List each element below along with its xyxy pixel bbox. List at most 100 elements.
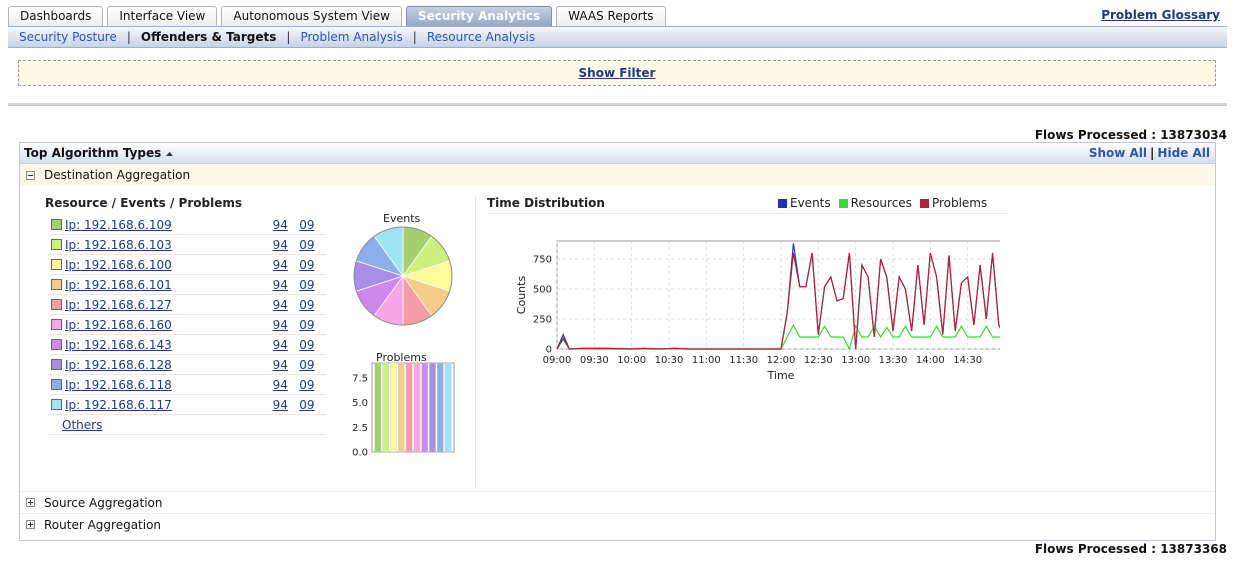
y-tick-label: 5.0	[352, 398, 368, 409]
list-item: Ip: 192.168.6.160 94 09	[48, 315, 326, 335]
section-label: Router Aggregation	[44, 517, 162, 532]
expand-icon[interactable]	[26, 520, 35, 529]
legend-label: Problems	[931, 196, 988, 210]
bar	[374, 362, 382, 453]
color-swatch	[51, 359, 62, 370]
series-line-resources	[556, 323, 1000, 351]
events-count-link[interactable]: 94	[272, 337, 288, 352]
y-tick-label: 500	[533, 285, 552, 296]
filter-bar: Show Filter	[18, 60, 1216, 86]
tab-dashboards[interactable]: Dashboards	[8, 6, 104, 26]
destination-aggregation-body: Resource / Events / Problems Ip: 192.168…	[20, 186, 1215, 491]
events-count-link[interactable]: 94	[272, 237, 288, 252]
time-distribution-legend: Events Resources Problems	[778, 196, 995, 210]
color-swatch	[51, 379, 62, 390]
color-swatch	[51, 319, 62, 330]
problems-count-link[interactable]: 09	[299, 277, 315, 292]
section-destination-aggregation[interactable]: Destination Aggregation	[20, 164, 1215, 186]
events-count-link[interactable]: 94	[272, 217, 288, 232]
tab-waas-reports[interactable]: WAAS Reports	[556, 6, 666, 26]
others-link[interactable]: Others	[62, 417, 103, 432]
resource-ip-link[interactable]: Ip: 192.168.6.127	[65, 297, 172, 312]
problems-count-link[interactable]: 09	[299, 357, 315, 372]
legend-swatch	[838, 198, 848, 208]
tab-autonomous-system-view[interactable]: Autonomous System View	[221, 6, 402, 26]
problems-count-link[interactable]: 09	[299, 397, 315, 412]
legend-item: Problems	[919, 196, 988, 210]
events-count-link[interactable]: 94	[272, 397, 288, 412]
show-filter-link[interactable]: Show Filter	[578, 66, 656, 80]
problems-count-link[interactable]: 09	[299, 377, 315, 392]
color-swatch	[51, 259, 62, 270]
list-item: Ip: 192.168.6.109 94 09	[48, 215, 326, 235]
problems-count-link[interactable]: 09	[299, 257, 315, 272]
resource-list: Ip: 192.168.6.109 94 09 Ip: 192.168.6.103 94…	[48, 215, 326, 435]
events-count-link[interactable]: 94	[272, 297, 288, 312]
list-item-others: Others	[48, 415, 326, 435]
color-swatch	[51, 279, 62, 290]
bar	[436, 362, 444, 453]
problems-count-link[interactable]: 09	[299, 297, 315, 312]
resource-ip-link[interactable]: Ip: 192.168.6.160	[65, 317, 172, 332]
subnav-security-posture[interactable]: Security Posture	[19, 30, 117, 44]
resource-ip-link[interactable]: Ip: 192.168.6.118	[65, 377, 172, 392]
flows-processed-bottom: Flows Processed : 13873368	[1034, 542, 1227, 556]
expand-icon[interactable]	[26, 498, 35, 507]
resource-ip-link[interactable]: Ip: 192.168.6.103	[65, 237, 172, 252]
problems-count-link[interactable]: 09	[299, 337, 315, 352]
resource-ip-link[interactable]: Ip: 192.168.6.100	[65, 257, 172, 272]
section-router-aggregation[interactable]: Router Aggregation	[20, 513, 1215, 535]
section-label: Source Aggregation	[44, 495, 163, 510]
problem-glossary-link[interactable]: Problem Glossary	[1101, 8, 1220, 22]
problems-count-link[interactable]: 09	[299, 217, 315, 232]
problems-count-link[interactable]: 09	[299, 317, 315, 332]
events-count-link[interactable]: 94	[272, 317, 288, 332]
resource-ip-link[interactable]: Ip: 192.168.6.128	[65, 357, 172, 372]
main-tabs: Dashboards Interface View Autonomous Sys…	[8, 6, 670, 26]
y-tick-label: 250	[533, 315, 552, 326]
events-pie-chart	[353, 226, 453, 326]
list-item: Ip: 192.168.6.118 94 09	[48, 375, 326, 395]
subnav-offenders-targets[interactable]: Offenders & Targets	[140, 30, 277, 44]
show-all-link[interactable]: Show All	[1088, 146, 1148, 160]
list-item: Ip: 192.168.6.117 94 09	[48, 395, 326, 415]
events-count-link[interactable]: 94	[272, 277, 288, 292]
panel-header: Top Algorithm Types Show All | Hide All	[20, 143, 1215, 164]
subnav-separator: |	[286, 30, 291, 44]
list-item: Ip: 192.168.6.127 94 09	[48, 295, 326, 315]
tab-interface-view[interactable]: Interface View	[107, 6, 218, 26]
x-tick-label: 12:30	[804, 355, 833, 366]
problems-count-link[interactable]: 09	[299, 237, 315, 252]
x-axis-label: Time	[767, 369, 795, 382]
subnav-separator: |	[412, 30, 417, 44]
resource-ip-link[interactable]: Ip: 192.168.6.117	[65, 397, 172, 412]
series-line-problems	[556, 252, 1000, 350]
x-tick-label: 14:00	[916, 355, 945, 366]
events-count-link[interactable]: 94	[272, 357, 288, 372]
resource-ip-link[interactable]: Ip: 192.168.6.109	[65, 217, 172, 232]
section-label: Destination Aggregation	[44, 168, 191, 182]
sort-asc-icon[interactable]	[165, 150, 174, 158]
legend-swatch	[919, 198, 929, 208]
resource-ip-link[interactable]: Ip: 192.168.6.143	[65, 337, 172, 352]
panel-title[interactable]: Top Algorithm Types	[24, 146, 162, 160]
subnav-problem-analysis[interactable]: Problem Analysis	[300, 30, 403, 44]
subnav-resource-analysis[interactable]: Resource Analysis	[426, 30, 536, 44]
pie-outline	[353, 226, 453, 326]
section-source-aggregation[interactable]: Source Aggregation	[20, 491, 1215, 513]
y-tick-label: 750	[533, 255, 552, 266]
events-count-link[interactable]: 94	[272, 257, 288, 272]
collapse-icon[interactable]	[26, 170, 35, 180]
x-tick-label: 13:30	[879, 355, 908, 366]
x-tick-label: 09:00	[543, 355, 572, 366]
time-distribution-title: Time Distribution	[487, 196, 605, 210]
resource-ip-link[interactable]: Ip: 192.168.6.101	[65, 277, 172, 292]
divider	[8, 103, 1227, 106]
tab-security-analytics[interactable]: Security Analytics	[405, 6, 553, 26]
legend-item: Events	[778, 196, 831, 210]
top-algorithm-types-panel: Top Algorithm Types Show All | Hide All De…	[19, 142, 1216, 541]
color-swatch	[51, 219, 62, 230]
hide-all-link[interactable]: Hide All	[1157, 146, 1210, 160]
title-underline	[487, 213, 1007, 214]
events-count-link[interactable]: 94	[272, 377, 288, 392]
